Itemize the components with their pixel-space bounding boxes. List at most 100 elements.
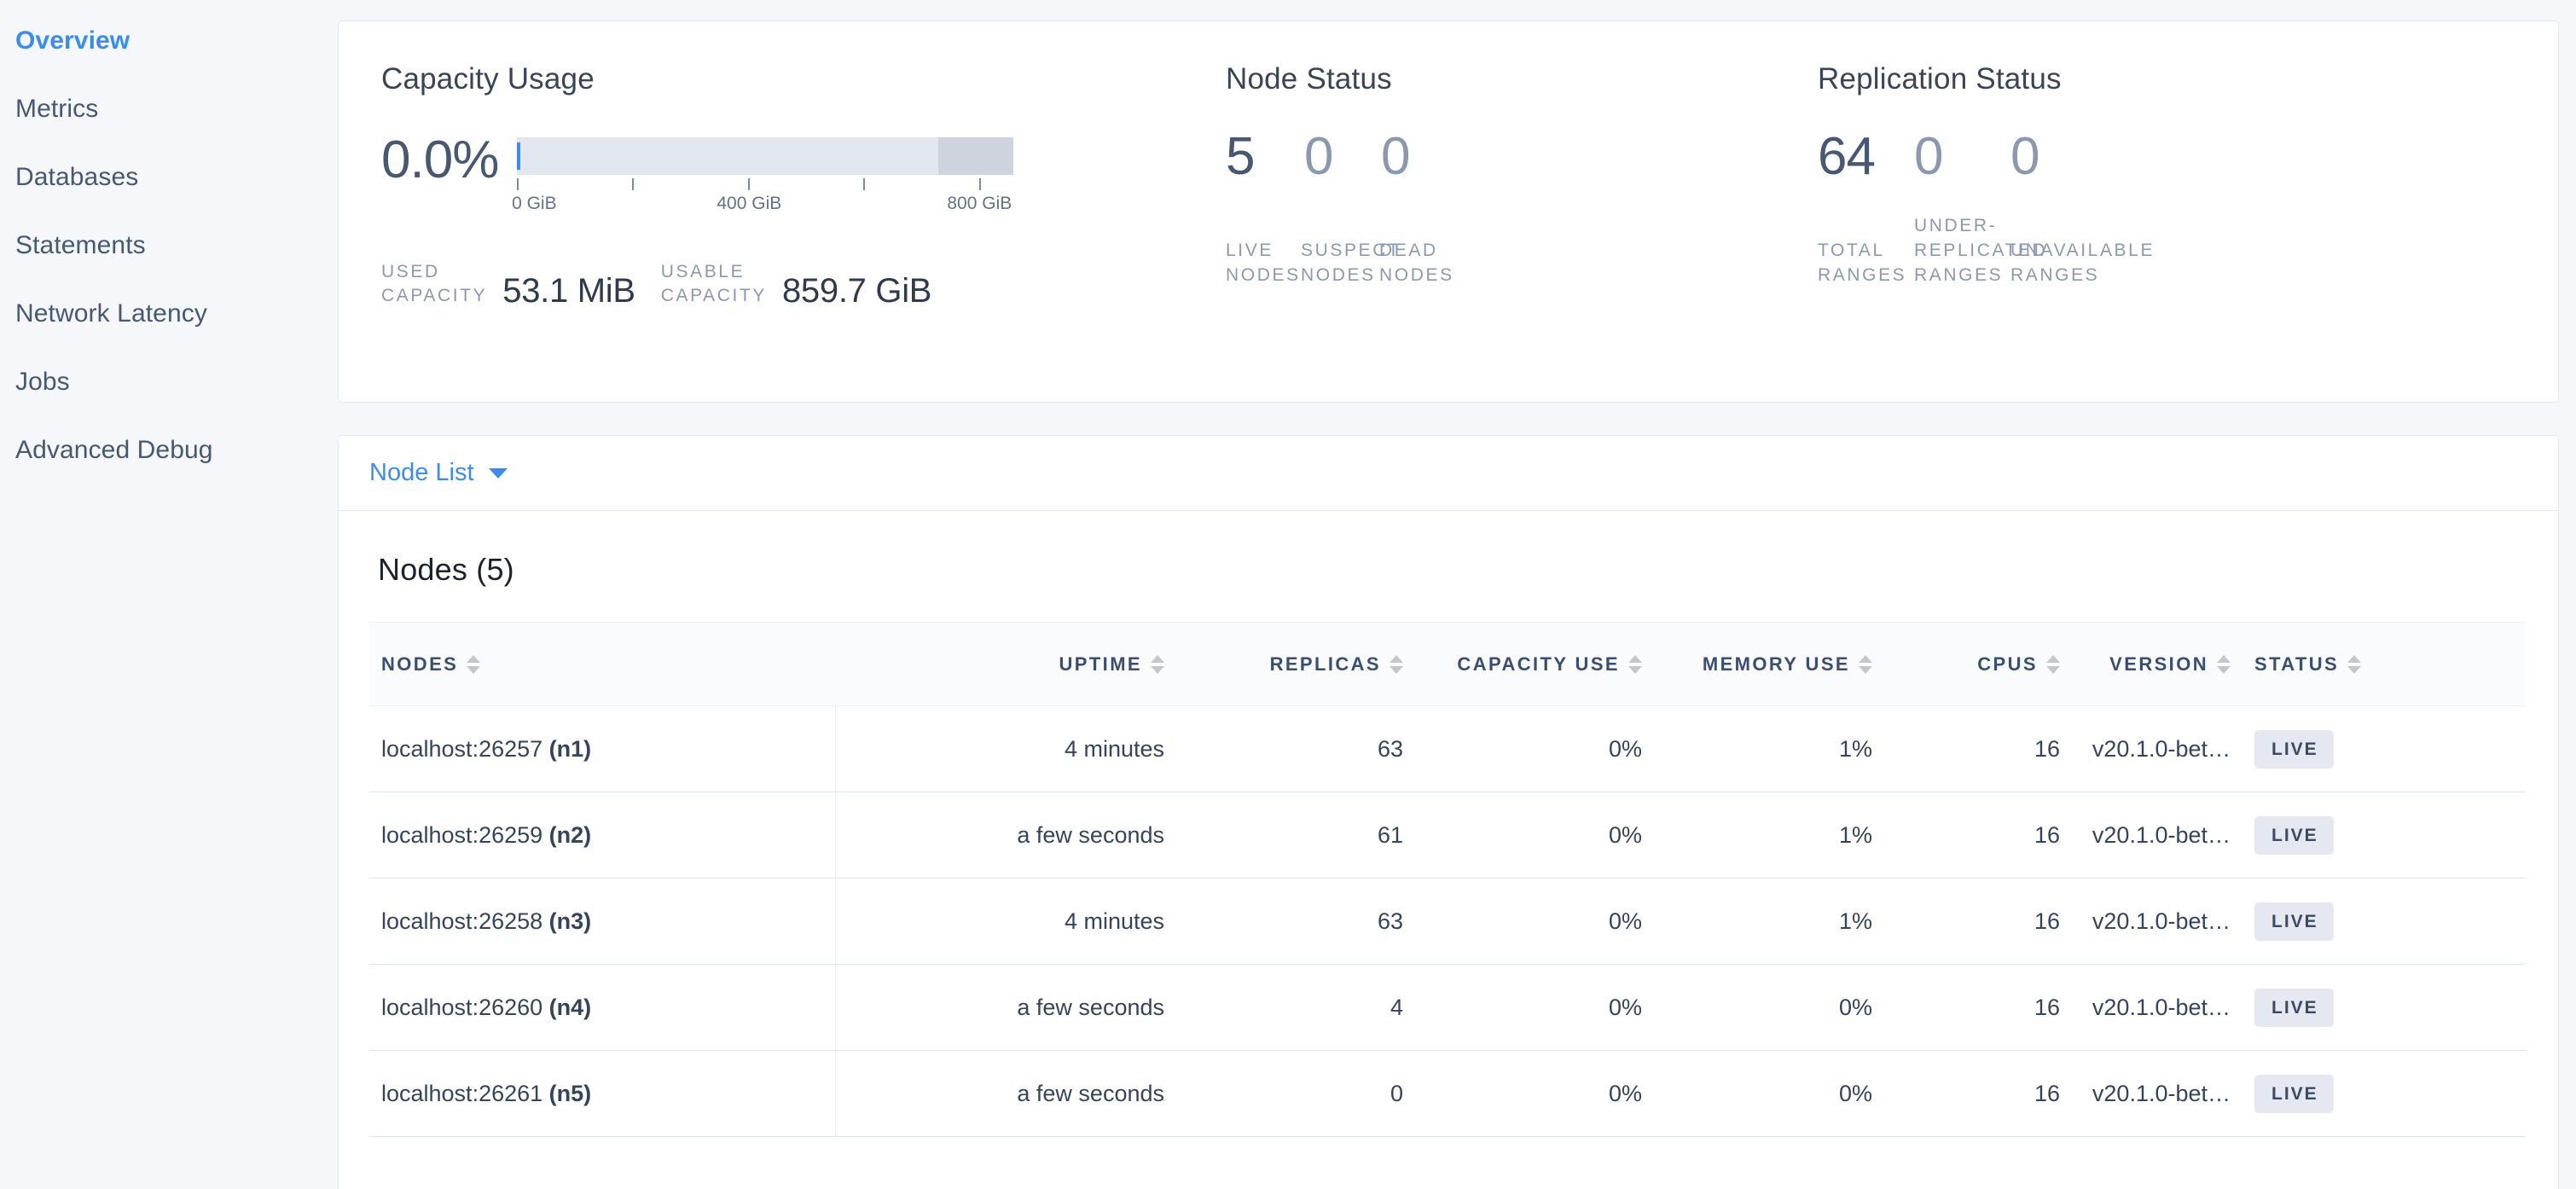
sidebar-item-overview[interactable]: Overview xyxy=(0,7,338,75)
column-header-version[interactable]: Version xyxy=(2072,622,2242,706)
cell-memory-use: 0% xyxy=(1654,1050,1884,1137)
node-status-panel: Node Status 5 0 0 LIVE NODES SUSPECT NOD… xyxy=(1200,21,1797,402)
sidebar-item-databases[interactable]: Databases xyxy=(0,143,338,212)
cell-uptime: 4 minutes xyxy=(835,705,1176,792)
capacity-stats: USED CAPACITY 53.1 MiB USABLE CAPACITY 8… xyxy=(381,260,1200,308)
column-header-capacity-use[interactable]: Capacity Use xyxy=(1415,622,1654,706)
cell-replicas: 4 xyxy=(1176,964,1415,1051)
node-host: localhost:26258 xyxy=(381,908,549,934)
cluster-summary-card: Capacity Usage 0.0% xyxy=(338,20,2559,403)
node-id: (n5) xyxy=(548,1080,592,1106)
nodes-table-head: Nodes Uptime xyxy=(369,622,2526,706)
under-replicated-ranges-value: 0 xyxy=(1914,127,1943,186)
column-header-memory-use[interactable]: Memory Use xyxy=(1654,622,1884,706)
total-ranges-label: TOTAL RANGES xyxy=(1818,213,1914,287)
node-host: localhost:26260 xyxy=(381,994,549,1020)
sidebar-item-advanced-debug[interactable]: Advanced Debug xyxy=(0,416,338,484)
axis-tick xyxy=(632,178,635,190)
node-id: (n3) xyxy=(548,908,592,934)
table-row[interactable]: localhost:26258 (n3) 4 minutes 63 0% 1% … xyxy=(369,878,2526,965)
usable-capacity-label: USABLE CAPACITY xyxy=(661,260,767,308)
table-row[interactable]: localhost:26261 (n5) a few seconds 0 0% … xyxy=(369,1050,2526,1137)
axis-tick xyxy=(979,178,982,190)
sort-icon[interactable] xyxy=(1859,654,1872,674)
sidebar-item-metrics[interactable]: Metrics xyxy=(0,75,338,143)
node-list-toolbar: Node List xyxy=(339,436,2558,511)
column-header-replicas-label: Replicas xyxy=(1269,652,1381,675)
sidebar-item-statements[interactable]: Statements xyxy=(0,212,338,280)
sort-icon[interactable] xyxy=(2217,654,2231,674)
sort-icon[interactable] xyxy=(467,654,481,674)
node-id: (n2) xyxy=(548,821,592,848)
column-header-nodes[interactable]: Nodes xyxy=(369,622,835,706)
dead-nodes-label-line2: NODES xyxy=(1379,265,1454,285)
sort-icon[interactable] xyxy=(1628,654,1642,674)
main-content: Capacity Usage 0.0% xyxy=(338,0,2576,1189)
sidebar-item-label: Jobs xyxy=(15,368,70,396)
used-capacity-stat: USED CAPACITY 53.1 MiB xyxy=(381,260,635,308)
sort-icon[interactable] xyxy=(2046,654,2060,674)
live-nodes-value: 5 xyxy=(1226,127,1255,186)
cell-status: LIVE xyxy=(2242,792,2526,879)
cell-replicas: 61 xyxy=(1176,792,1415,879)
under-replicated-ranges-label-line1: REPLICATED xyxy=(1914,241,2048,260)
sort-icon[interactable] xyxy=(2347,654,2362,674)
cell-version: v20.1.0-bet… xyxy=(2072,705,2242,792)
capacity-percent-value: 0.0% xyxy=(381,130,499,189)
cell-replicas: 63 xyxy=(1176,705,1415,792)
axis-tick xyxy=(517,178,519,190)
sidebar-item-network-latency[interactable]: Network Latency xyxy=(0,280,338,348)
live-nodes-label-line2: NODES xyxy=(1226,265,1301,285)
cell-node[interactable]: localhost:26260 (n4) xyxy=(369,964,836,1051)
cell-status: LIVE xyxy=(2242,1050,2526,1137)
cell-uptime: 4 minutes xyxy=(835,878,1176,965)
capacity-bar-chart: 0 GiB 400 GiB 800 GiB xyxy=(512,137,1014,219)
column-header-status-label: Status xyxy=(2254,652,2340,675)
status-badge: LIVE xyxy=(2254,902,2334,941)
usable-capacity-label-line1: USABLE xyxy=(660,262,746,281)
sidebar-item-jobs[interactable]: Jobs xyxy=(0,348,338,416)
total-ranges-value: 64 xyxy=(1818,127,1876,186)
sort-icon[interactable] xyxy=(1151,654,1164,674)
suspect-nodes-label: SUSPECT NODES xyxy=(1301,238,1399,287)
node-host: localhost:26257 xyxy=(381,735,549,762)
table-row[interactable]: localhost:26259 (n2) a few seconds 61 0%… xyxy=(369,792,2526,879)
cell-node[interactable]: localhost:26261 (n5) xyxy=(369,1050,836,1137)
total-ranges-label-line1: TOTAL xyxy=(1818,241,1885,260)
suspect-nodes-label-line2: NODES xyxy=(1301,265,1376,285)
sidebar-item-label: Statements xyxy=(15,231,146,259)
node-status-title: Node Status xyxy=(1226,62,1392,96)
cell-memory-use: 0% xyxy=(1654,964,1884,1051)
cell-memory-use: 1% xyxy=(1654,705,1884,792)
cell-node[interactable]: localhost:26259 (n2) xyxy=(369,792,836,879)
table-row[interactable]: localhost:26260 (n4) a few seconds 4 0% … xyxy=(369,964,2526,1051)
usable-capacity-stat: USABLE CAPACITY 859.7 GiB xyxy=(661,260,932,308)
chevron-down-icon xyxy=(488,467,508,478)
cell-replicas: 0 xyxy=(1176,1050,1415,1137)
column-header-replicas[interactable]: Replicas xyxy=(1176,622,1415,706)
cell-memory-use: 1% xyxy=(1654,792,1884,879)
usable-capacity-label-line2: CAPACITY xyxy=(660,286,767,305)
sidebar-item-label: Overview xyxy=(15,26,131,55)
table-row[interactable]: localhost:26257 (n1) 4 minutes 63 0% 1% … xyxy=(369,705,2526,792)
column-header-uptime[interactable]: Uptime xyxy=(835,622,1176,706)
cell-capacity-use: 0% xyxy=(1415,792,1654,879)
axis-tick-label: 0 GiB xyxy=(512,194,557,213)
cell-capacity-use: 0% xyxy=(1415,878,1654,965)
column-header-status[interactable]: Status xyxy=(2242,622,2526,706)
capacity-bar-usable-segment xyxy=(938,137,1014,175)
sidebar-item-label: Metrics xyxy=(15,95,99,123)
capacity-usage-chart: 0.0% 0 GiB 400 G xyxy=(381,130,1200,219)
axis-tick-label: 800 GiB xyxy=(947,194,1012,213)
node-id: (n1) xyxy=(548,735,592,762)
cell-node[interactable]: localhost:26257 (n1) xyxy=(369,705,836,792)
used-capacity-label-line2: CAPACITY xyxy=(381,286,488,305)
node-list-dropdown[interactable]: Node List xyxy=(369,459,508,487)
column-header-cpus[interactable]: CPUs xyxy=(1884,622,2072,706)
cell-node[interactable]: localhost:26258 (n3) xyxy=(369,878,836,965)
sort-icon[interactable] xyxy=(1390,654,1403,674)
node-list-card: Node List Nodes (5) Nodes xyxy=(338,435,2559,1189)
sidebar-item-label: Advanced Debug xyxy=(15,436,213,464)
column-header-memory-use-label: Memory Use xyxy=(1702,652,1850,675)
